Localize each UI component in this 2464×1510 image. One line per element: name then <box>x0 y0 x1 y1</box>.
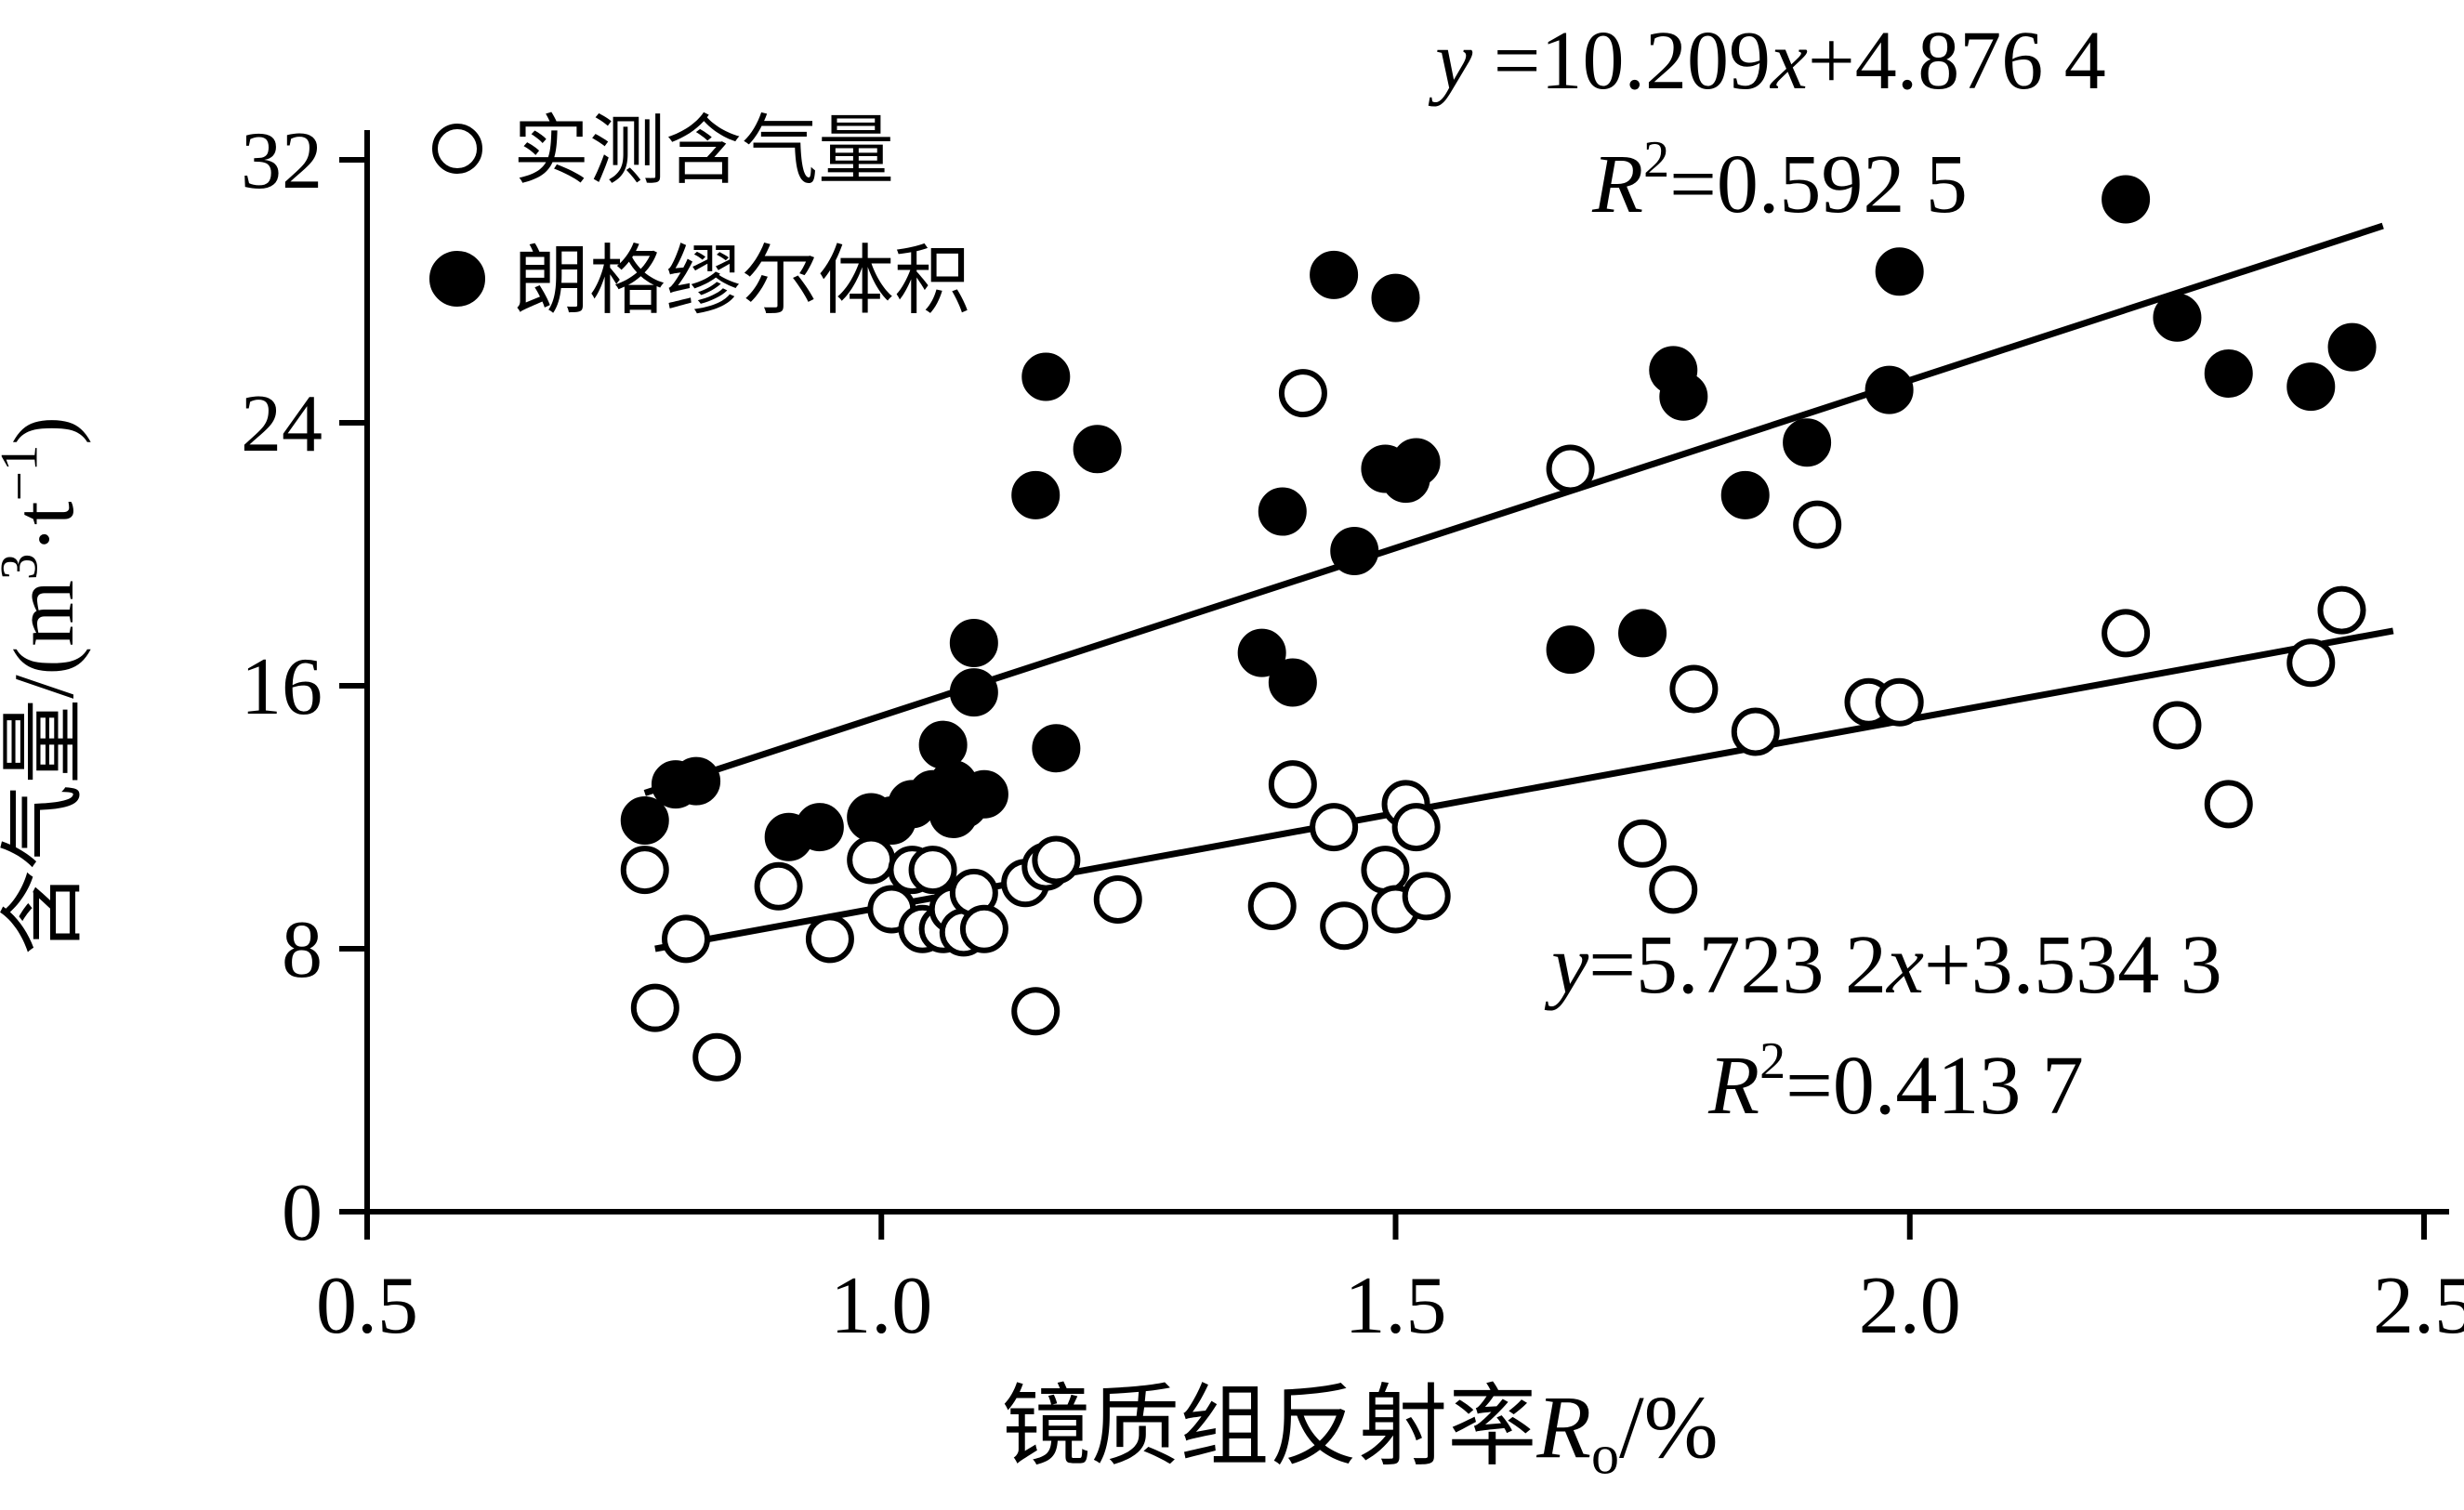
point-langmuir-volume <box>949 619 998 668</box>
point-measured-gas <box>2286 638 2336 688</box>
legend-marker-open-circle-icon <box>432 124 482 174</box>
y-axis-title: 含气量/(m3·t−1) <box>0 416 91 955</box>
point-measured-gas <box>1310 803 1359 852</box>
point-measured-gas <box>805 914 854 964</box>
point-langmuir-volume <box>1073 425 1122 474</box>
point-measured-gas <box>1618 819 1667 868</box>
y-tick-label: 8 <box>282 905 323 995</box>
point-langmuir-volume <box>1310 250 1359 299</box>
point-langmuir-volume <box>2327 322 2377 372</box>
point-langmuir-volume <box>1237 628 1286 677</box>
point-measured-gas <box>2153 701 2202 750</box>
point-measured-gas <box>2317 585 2366 635</box>
annotation-eq2-line1: y=5.723 2x+3.534 3 <box>1544 919 2221 1011</box>
annotation-eq1-line2: R2=0.592 5 <box>1591 131 1968 230</box>
point-measured-gas <box>1402 872 1451 921</box>
x-tick-label: 2.0 <box>1859 1261 1961 1351</box>
point-measured-gas <box>1268 760 1317 809</box>
point-langmuir-volume <box>672 756 721 806</box>
y-tick-label: 16 <box>241 642 323 732</box>
point-langmuir-volume <box>795 803 844 852</box>
point-measured-gas <box>1391 803 1441 852</box>
x-axis-title: 镜质组反射率Ro/% <box>1001 1377 1718 1485</box>
point-langmuir-volume <box>1546 625 1595 675</box>
x-tick-label: 1.0 <box>830 1261 932 1351</box>
legend-label-measured: 实测含气量 <box>513 109 894 193</box>
point-langmuir-volume <box>959 769 1008 819</box>
point-langmuir-volume <box>1783 418 1832 467</box>
point-langmuir-volume <box>2153 293 2202 342</box>
point-measured-gas <box>1669 664 1719 714</box>
point-measured-gas <box>1649 865 1698 914</box>
point-langmuir-volume <box>1391 438 1441 487</box>
point-measured-gas <box>2102 609 2151 658</box>
x-tick-label: 2.5 <box>2373 1261 2464 1351</box>
point-langmuir-volume <box>1021 352 1071 401</box>
point-measured-gas <box>1320 901 1369 951</box>
point-langmuir-volume <box>1864 365 1914 414</box>
point-measured-gas <box>1361 846 1410 895</box>
point-langmuir-volume <box>1330 526 1379 575</box>
y-tick-label: 24 <box>241 379 323 469</box>
point-measured-gas <box>1875 677 1924 727</box>
x-tick-label: 0.5 <box>316 1261 418 1351</box>
point-langmuir-volume <box>1371 273 1420 322</box>
point-langmuir-volume <box>1011 470 1061 519</box>
point-measured-gas <box>692 1032 742 1082</box>
point-measured-gas <box>1546 444 1595 493</box>
point-langmuir-volume <box>949 668 998 717</box>
point-measured-gas <box>1011 987 1061 1036</box>
legend-label-langmuir: 朗格缪尔体积 <box>513 239 970 323</box>
point-langmuir-volume <box>1659 372 1708 421</box>
point-measured-gas <box>959 904 1008 953</box>
point-measured-gas <box>1032 835 1081 885</box>
legend-marker-filled-circle-icon <box>429 251 485 307</box>
point-langmuir-volume <box>620 796 669 846</box>
point-measured-gas <box>620 846 669 895</box>
x-tick-label: 1.5 <box>1345 1261 1447 1351</box>
annotation-eq2-line2: R2=0.413 7 <box>1707 1032 2084 1132</box>
point-langmuir-volume <box>2286 362 2336 412</box>
point-measured-gas <box>1093 874 1142 924</box>
point-measured-gas <box>1247 882 1297 931</box>
point-langmuir-volume <box>1032 724 1081 773</box>
point-langmuir-volume <box>1258 487 1307 536</box>
point-measured-gas <box>662 914 711 964</box>
y-tick-label: 32 <box>241 116 323 206</box>
point-measured-gas <box>908 846 957 895</box>
point-measured-gas <box>630 983 679 1032</box>
point-langmuir-volume <box>1720 470 1770 519</box>
annotation-eq1-line1: y =10.209x+4.876 4 <box>1428 15 2105 107</box>
point-measured-gas <box>1793 500 1842 549</box>
trendline-langmuir <box>643 222 2384 796</box>
point-measured-gas <box>1278 369 1327 418</box>
point-langmuir-volume <box>2204 348 2253 398</box>
y-tick-label: 0 <box>282 1168 323 1258</box>
point-langmuir-volume <box>1875 247 1924 296</box>
point-measured-gas <box>754 861 803 911</box>
point-langmuir-volume <box>2102 175 2151 224</box>
point-measured-gas <box>2204 780 2253 829</box>
point-langmuir-volume <box>1268 658 1317 707</box>
point-langmuir-volume <box>1618 609 1667 658</box>
point-measured-gas <box>847 835 896 885</box>
point-measured-gas <box>1731 707 1780 756</box>
